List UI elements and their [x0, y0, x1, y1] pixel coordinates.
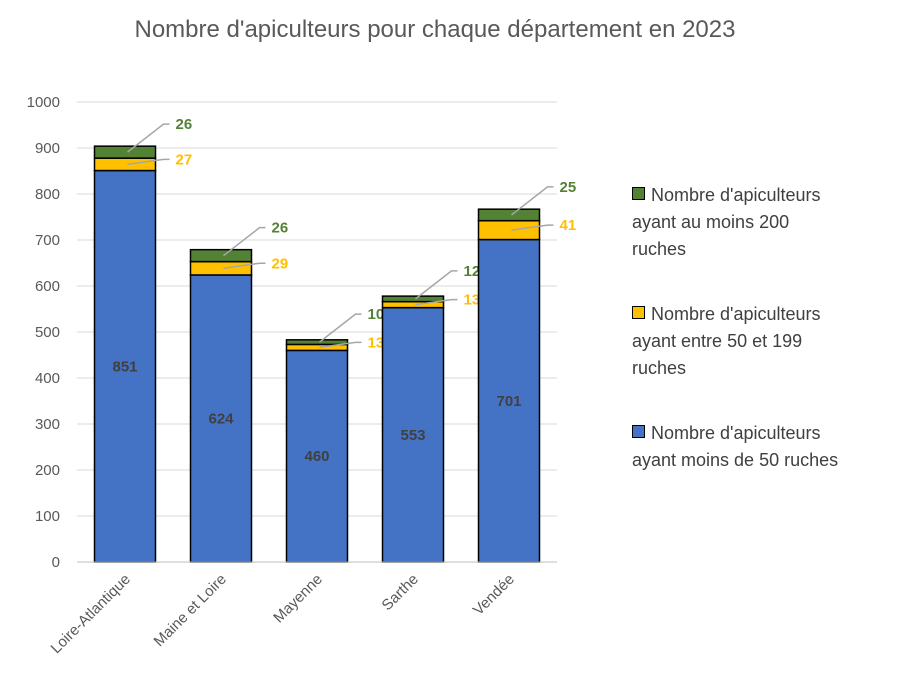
bar-2: [189, 248, 253, 263]
leader-line: [319, 313, 362, 343]
chart-title: Nombre d'apiculteurs pour chaque départe…: [134, 16, 736, 43]
data-label: 553: [400, 427, 425, 444]
leader-line: [127, 123, 170, 153]
data-label: 25: [560, 179, 577, 196]
legend-item-ge200: Nombre d'apiculteurs ayant au moins 200 …: [632, 182, 892, 263]
data-label: 26: [272, 220, 289, 237]
y-tick-label: 700: [35, 232, 60, 249]
bar-0: [189, 274, 253, 563]
legend: Nombre d'apiculteurs ayant au moins 200 …: [632, 182, 892, 474]
data-label: 460: [304, 448, 329, 465]
bar-0: [93, 169, 157, 563]
data-label: 29: [272, 255, 289, 272]
bar-1: [189, 260, 253, 276]
leader-line: [223, 262, 266, 270]
legend-label-lt50-line1: Nombre d'apiculteurs: [651, 423, 821, 443]
y-tick-label: 100: [35, 508, 60, 525]
x-tick-label: Loire-Atlantique: [48, 571, 134, 657]
leader-line: [415, 298, 458, 306]
bar-0: [285, 349, 349, 563]
y-tick-label: 600: [35, 278, 60, 295]
legend-label-50-199-line2: ayant entre 50 et 199: [632, 331, 803, 351]
bar-2: [285, 339, 349, 346]
data-label: 624: [208, 410, 234, 427]
leader-line: [511, 186, 554, 216]
y-tick-label: 200: [35, 462, 60, 479]
legend-label-50-199-line1: Nombre d'apiculteurs: [651, 304, 821, 324]
leader-line: [511, 224, 554, 231]
y-tick-label: 500: [35, 324, 60, 341]
legend-swatch-blue: [632, 425, 645, 438]
bar-2: [477, 208, 541, 222]
bar-0: [477, 238, 541, 563]
legend-swatch-green: [632, 187, 645, 200]
y-tick-label: 400: [35, 370, 60, 387]
legend-label-ge200-line3: ruches: [632, 239, 687, 259]
data-label: 12: [464, 263, 481, 280]
y-tick-label: 300: [35, 416, 60, 433]
x-tick-label: Maine et Loire: [151, 571, 230, 650]
y-tick-label: 1000: [27, 94, 60, 111]
data-label: 13: [368, 334, 385, 351]
data-label: 27: [176, 151, 193, 168]
data-label: 13: [464, 292, 481, 309]
y-tick-label: 800: [35, 186, 60, 203]
leader-line: [319, 341, 362, 349]
leader-line: [127, 158, 170, 166]
leader-line: [223, 226, 266, 257]
x-tick-label: Vendée: [470, 571, 518, 619]
legend-label-lt50-line2: ayant moins de 50 ruches: [632, 450, 839, 470]
legend-label-ge200-line1: Nombre d'apiculteurs: [651, 185, 821, 205]
data-label: 851: [112, 358, 137, 375]
bar-1: [93, 157, 157, 172]
legend-label-ge200-line2: ayant au moins 200: [632, 212, 790, 232]
legend-item-lt50: Nombre d'apiculteurs ayant moins de 50 r…: [632, 420, 892, 474]
x-tick-label: Sarthe: [379, 571, 422, 614]
y-tick-label: 900: [35, 140, 60, 157]
bar-0: [381, 306, 445, 563]
data-label: 41: [560, 217, 577, 234]
legend-swatch-yellow: [632, 306, 645, 319]
data-label: 701: [496, 393, 521, 410]
bar-2: [381, 295, 445, 303]
y-tick-label: 0: [52, 554, 60, 571]
x-tick-label: Mayenne: [270, 571, 326, 627]
leader-line: [415, 270, 458, 300]
data-label: 10: [368, 306, 385, 323]
data-label: 26: [176, 116, 193, 133]
legend-item-50-199: Nombre d'apiculteurs ayant entre 50 et 1…: [632, 301, 892, 382]
bar-2: [93, 145, 157, 159]
bar-1: [477, 219, 541, 241]
legend-label-50-199-line3: ruches: [632, 358, 687, 378]
